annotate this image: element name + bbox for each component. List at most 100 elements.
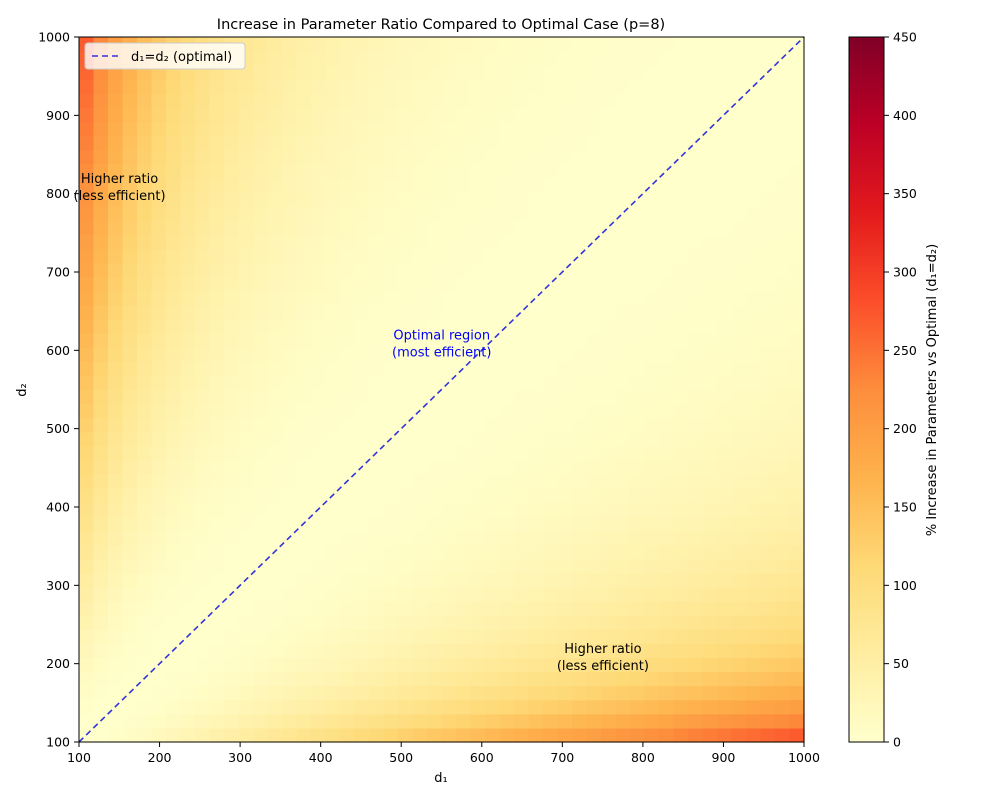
heatmap-cell	[760, 37, 776, 52]
heatmap-cell	[151, 431, 167, 447]
heatmap-cell	[746, 403, 762, 419]
heatmap-cell	[557, 375, 573, 391]
heatmap-cell	[702, 79, 718, 94]
heatmap-cell	[427, 713, 443, 729]
heatmap-cell	[253, 431, 269, 447]
heatmap-cell	[775, 262, 791, 278]
heatmap-cell	[746, 375, 762, 391]
heatmap-cell	[282, 389, 298, 405]
heatmap-cell	[456, 586, 472, 602]
x-tick-label: 900	[712, 750, 736, 765]
heatmap-cell	[180, 163, 196, 179]
heatmap-cell	[383, 445, 399, 461]
heatmap-cell	[586, 304, 602, 320]
heatmap-cell	[296, 347, 312, 362]
heatmap-cell	[514, 417, 530, 433]
heatmap-cell	[789, 319, 805, 334]
heatmap-cell	[311, 37, 327, 52]
heatmap-cell	[340, 445, 356, 461]
heatmap-cell	[615, 615, 631, 630]
heatmap-cell	[514, 290, 530, 306]
heatmap-cell	[427, 347, 443, 362]
heatmap-cell	[557, 474, 573, 489]
heatmap-cell	[586, 572, 602, 588]
heatmap-cell	[166, 333, 182, 348]
heatmap-cell	[499, 276, 515, 292]
heatmap-cell	[586, 248, 602, 264]
heatmap-cell	[485, 713, 501, 729]
heatmap-cell	[470, 375, 486, 391]
heatmap-cell	[325, 178, 341, 193]
heatmap-cell	[325, 713, 341, 729]
heatmap-cell	[122, 178, 138, 193]
heatmap-cell	[238, 248, 254, 264]
heatmap-cell	[470, 304, 486, 320]
heatmap-cell	[789, 615, 805, 630]
heatmap-cell	[557, 319, 573, 334]
heatmap-cell	[717, 417, 733, 433]
heatmap-cell	[296, 149, 312, 165]
heatmap-cell	[630, 558, 646, 574]
heatmap-cell	[441, 727, 457, 743]
heatmap-cell	[412, 375, 428, 391]
heatmap-cell	[514, 558, 530, 574]
legend-label: d₁=d₂ (optimal)	[131, 50, 232, 65]
heatmap-cell	[79, 601, 95, 616]
heatmap-cell	[731, 304, 747, 320]
heatmap-cell	[746, 361, 762, 376]
heatmap-cell	[412, 671, 428, 687]
heatmap-cell	[137, 516, 153, 532]
heatmap-cell	[746, 516, 762, 532]
heatmap-cell	[543, 417, 559, 433]
heatmap-cell	[441, 629, 457, 644]
heatmap-cell	[296, 206, 312, 221]
heatmap-cell	[630, 601, 646, 616]
heatmap-cell	[731, 601, 747, 616]
heatmap-cell	[543, 37, 559, 52]
heatmap-cell	[485, 671, 501, 687]
heatmap-cell	[383, 572, 399, 588]
heatmap-cell	[340, 206, 356, 221]
heatmap-cell	[630, 530, 646, 546]
heatmap-cell	[485, 206, 501, 221]
colorbar-tick-label: 450	[893, 30, 917, 45]
heatmap-cell	[528, 389, 544, 405]
heatmap-cell	[296, 615, 312, 630]
colorbar	[848, 36, 885, 743]
heatmap-cell	[586, 516, 602, 532]
heatmap-cell	[688, 488, 704, 503]
heatmap-cell	[673, 516, 689, 532]
y-tick-label: 500	[46, 421, 70, 436]
heatmap-cell	[760, 615, 776, 630]
heatmap-cell	[311, 671, 327, 687]
heatmap-cell	[601, 347, 617, 362]
heatmap-cell	[253, 163, 269, 179]
heatmap-cell	[485, 234, 501, 250]
heatmap-cell	[340, 304, 356, 320]
heatmap-cell	[93, 685, 109, 701]
heatmap-cell	[311, 488, 327, 503]
heatmap-cell	[441, 685, 457, 701]
heatmap-cell	[644, 699, 660, 715]
heatmap-cell	[122, 135, 138, 151]
heatmap-cell	[644, 516, 660, 532]
heatmap-cell	[717, 699, 733, 715]
heatmap-cell	[238, 234, 254, 250]
heatmap-cell	[369, 51, 385, 66]
heatmap-cell	[296, 445, 312, 461]
heatmap-cell	[93, 149, 109, 165]
heatmap-cell	[224, 572, 240, 588]
heatmap-cell	[108, 248, 124, 264]
heatmap-cell	[238, 699, 254, 715]
heatmap-cell	[282, 699, 298, 715]
heatmap-cell	[615, 586, 631, 602]
heatmap-cell	[746, 544, 762, 560]
annotation-line: (most efficient)	[392, 346, 491, 361]
heatmap-cell	[775, 248, 791, 264]
heatmap-cell	[340, 657, 356, 673]
heatmap-cell	[122, 220, 138, 235]
heatmap-cell	[659, 234, 675, 250]
heatmap-cell	[717, 304, 733, 320]
heatmap-cell	[412, 488, 428, 503]
heatmap-cell	[180, 474, 196, 489]
